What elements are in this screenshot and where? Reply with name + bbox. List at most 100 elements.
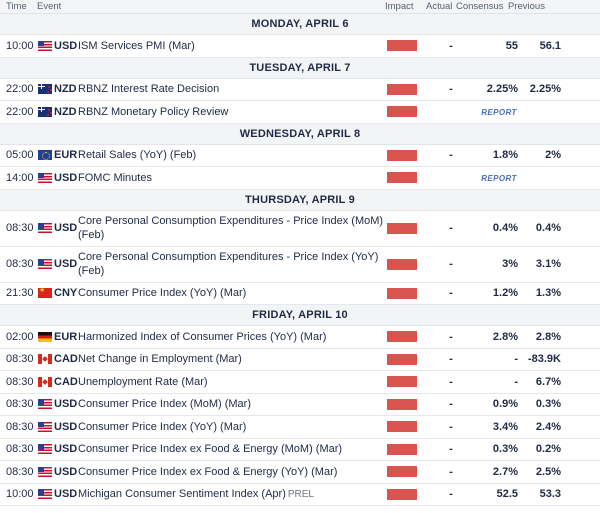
event-title[interactable]: Core Personal Consumption Expenditures -… bbox=[76, 250, 385, 278]
actual-value: - bbox=[449, 465, 453, 478]
event-row[interactable]: 22:00 NZD RBNZ Monetary Policy Review REPOR… bbox=[0, 101, 600, 124]
event-title[interactable]: Net Change in Employment (Mar) bbox=[76, 352, 385, 366]
impact-bar bbox=[387, 331, 417, 343]
event-row[interactable]: 02:00 EUR Harmonized Index of Consumer Pri… bbox=[0, 326, 600, 349]
previous-value: 0.3% bbox=[535, 398, 561, 411]
consensus-value: - bbox=[514, 353, 518, 366]
impact-bar bbox=[387, 398, 417, 410]
impact-bar bbox=[387, 222, 417, 234]
impact-indicator bbox=[385, 443, 433, 455]
event-currency: USD bbox=[54, 39, 78, 52]
event-currency: USD bbox=[54, 398, 78, 411]
event-title-text: Consumer Price Index (YoY) (Mar) bbox=[78, 287, 247, 300]
us-flag-icon bbox=[38, 172, 52, 183]
previous-value: 3.1% bbox=[535, 258, 561, 270]
us-flag-icon bbox=[38, 489, 52, 500]
calendar-body: MONDAY, APRIL 6 10:00 USD ISM Services PMI … bbox=[0, 14, 600, 506]
event-row[interactable]: 08:30 USD Consumer Price Index (YoY) (Mar)… bbox=[0, 416, 600, 439]
event-title[interactable]: RBNZ Monetary Policy Review bbox=[76, 105, 385, 119]
event-title[interactable]: Core Personal Consumption Expenditures -… bbox=[76, 214, 385, 242]
event-time: 08:30 bbox=[6, 258, 34, 270]
actual-value: - bbox=[449, 287, 453, 300]
event-row[interactable]: 22:00 NZD RBNZ Interest Rate Decision - 2.25… bbox=[0, 78, 600, 101]
event-currency: CAD bbox=[54, 353, 78, 366]
event-time: 10:00 bbox=[6, 488, 34, 501]
event-time: 22:00 bbox=[6, 83, 34, 96]
event-currency: EUR bbox=[54, 330, 78, 343]
event-title[interactable]: FOMC Minutes bbox=[76, 171, 385, 185]
header-event: Event bbox=[37, 1, 62, 12]
event-title[interactable]: RBNZ Interest Rate Decision bbox=[76, 82, 385, 96]
event-title[interactable]: Consumer Price Index (YoY) (Mar) bbox=[76, 286, 385, 300]
event-time: 08:30 bbox=[6, 420, 34, 433]
impact-bar bbox=[387, 421, 417, 433]
previous-value: 2% bbox=[545, 149, 561, 162]
impact-indicator bbox=[385, 331, 433, 343]
actual-value: - bbox=[449, 488, 453, 501]
previous-value: 2.4% bbox=[535, 420, 561, 433]
impact-indicator bbox=[385, 376, 433, 388]
event-title[interactable]: ISM Services PMI (Mar) bbox=[76, 39, 385, 53]
consensus-value: 1.8% bbox=[492, 149, 518, 162]
impact-indicator bbox=[385, 149, 433, 161]
event-row[interactable]: 10:00 USD ISM Services PMI (Mar) - 55 56.1 bbox=[0, 35, 600, 58]
event-currency: CAD bbox=[54, 375, 78, 388]
event-time: 02:00 bbox=[6, 330, 34, 343]
event-row[interactable]: 08:30 USD Consumer Price Index ex Food & E… bbox=[0, 438, 600, 461]
day-header: THURSDAY, APRIL 9 bbox=[0, 189, 600, 211]
impact-indicator bbox=[385, 353, 433, 365]
event-title-text: Core Personal Consumption Expenditures -… bbox=[78, 215, 384, 241]
event-row[interactable]: 10:00 USD Michigan Consumer Sentiment Inde… bbox=[0, 483, 600, 506]
event-row[interactable]: 08:30 USD Core Personal Consumption Expend… bbox=[0, 210, 600, 247]
previous-value: 0.2% bbox=[535, 443, 561, 456]
impact-bar bbox=[387, 376, 417, 388]
event-title[interactable]: Michigan Consumer Sentiment Index (Apr) P… bbox=[76, 487, 385, 502]
event-currency: USD bbox=[54, 258, 78, 270]
header-time: Time bbox=[6, 1, 27, 12]
event-time: 08:30 bbox=[6, 465, 34, 478]
impact-bar bbox=[387, 466, 417, 478]
event-title[interactable]: Harmonized Index of Consumer Prices (YoY… bbox=[76, 330, 385, 344]
event-title[interactable]: Unemployment Rate (Mar) bbox=[76, 375, 385, 389]
event-title[interactable]: Retail Sales (YoY) (Feb) bbox=[76, 148, 385, 162]
event-row[interactable]: 14:00 USD FOMC Minutes REPORT bbox=[0, 167, 600, 190]
consensus-value: 0.3% bbox=[492, 443, 518, 456]
event-title-text: FOMC Minutes bbox=[78, 171, 152, 184]
calendar-header: Time Event Impact Actual Consensus Previ… bbox=[0, 0, 600, 14]
event-row[interactable]: 08:30 USD Consumer Price Index (MoM) (Mar)… bbox=[0, 393, 600, 416]
event-currency: USD bbox=[54, 443, 78, 456]
previous-value: 1.3% bbox=[535, 287, 561, 300]
event-title[interactable]: Consumer Price Index ex Food & Energy (M… bbox=[76, 442, 385, 456]
report-cell: REPORT bbox=[433, 106, 565, 118]
event-title-text: Consumer Price Index (YoY) (Mar) bbox=[78, 420, 247, 433]
event-row[interactable]: 08:30 USD Core Personal Consumption Expend… bbox=[0, 246, 600, 283]
event-title[interactable]: Consumer Price Index (MoM) (Mar) bbox=[76, 397, 385, 411]
impact-indicator bbox=[385, 488, 433, 500]
event-currency: USD bbox=[54, 420, 78, 433]
event-row[interactable]: 08:30 CAD Net Change in Employment (Mar) - -… bbox=[0, 348, 600, 371]
event-title[interactable]: Consumer Price Index (YoY) (Mar) bbox=[76, 420, 385, 434]
consensus-value: 0.4% bbox=[492, 222, 518, 234]
event-title-text: Consumer Price Index (MoM) (Mar) bbox=[78, 398, 251, 411]
consensus-value: 1.2% bbox=[492, 287, 518, 300]
impact-indicator bbox=[385, 258, 433, 270]
event-currency: NZD bbox=[54, 105, 77, 118]
event-row[interactable]: 08:30 USD Consumer Price Index ex Food & E… bbox=[0, 461, 600, 484]
event-time: 21:30 bbox=[6, 287, 34, 300]
report-link[interactable]: REPORT bbox=[481, 107, 517, 117]
ca-flag-icon bbox=[38, 376, 52, 387]
event-row[interactable]: 08:30 CAD Unemployment Rate (Mar) - - 6.7% bbox=[0, 371, 600, 394]
event-title[interactable]: Consumer Price Index ex Food & Energy (Y… bbox=[76, 465, 385, 479]
previous-value: 0.4% bbox=[535, 222, 561, 234]
header-consensus: Consensus bbox=[456, 1, 504, 12]
actual-value: - bbox=[449, 222, 453, 234]
event-currency: USD bbox=[54, 222, 78, 234]
report-link[interactable]: REPORT bbox=[481, 173, 517, 183]
day-header: WEDNESDAY, APRIL 8 bbox=[0, 123, 600, 145]
header-previous: Previous bbox=[508, 1, 545, 12]
event-title-text: RBNZ Interest Rate Decision bbox=[78, 83, 220, 96]
event-row[interactable]: 05:00 EUR Retail Sales (YoY) (Feb) - 1.8% 2% bbox=[0, 144, 600, 167]
previous-value: 2.5% bbox=[535, 465, 561, 478]
event-title-text: RBNZ Monetary Policy Review bbox=[78, 105, 229, 118]
